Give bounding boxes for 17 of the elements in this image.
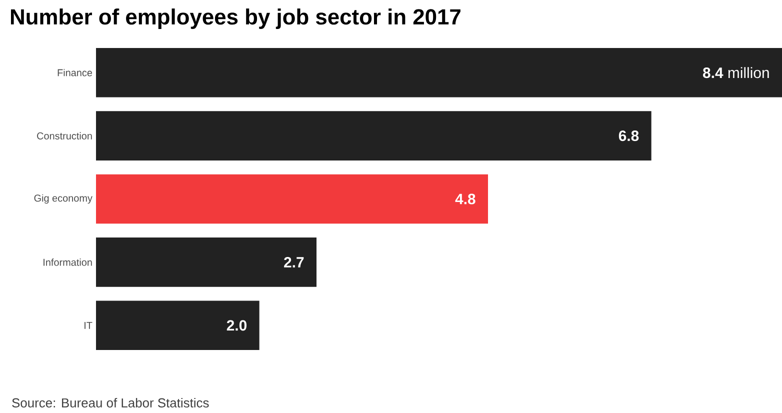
chart-title: Number of employees by job sector in 2017 [10,8,460,29]
data-label: 6.8 [618,130,639,142]
source-note: Source: Bureau of Labor Statistics [12,398,209,408]
data-label: 8.4 million [702,67,769,78]
bar [96,111,652,160]
bar [96,174,488,224]
data-label: 2.7 [284,256,304,268]
y-tick-label: Gig economy [34,194,92,204]
bar [96,300,260,350]
data-label: 2.0 [226,320,247,331]
y-tick-label: IT [84,322,92,329]
y-tick-label: Construction [37,132,92,140]
y-tick-label: Information [44,258,92,266]
bar [96,238,317,287]
data-label: 4.8 [455,194,476,204]
bar [96,48,782,98]
y-tick-label: Finance [58,68,92,76]
